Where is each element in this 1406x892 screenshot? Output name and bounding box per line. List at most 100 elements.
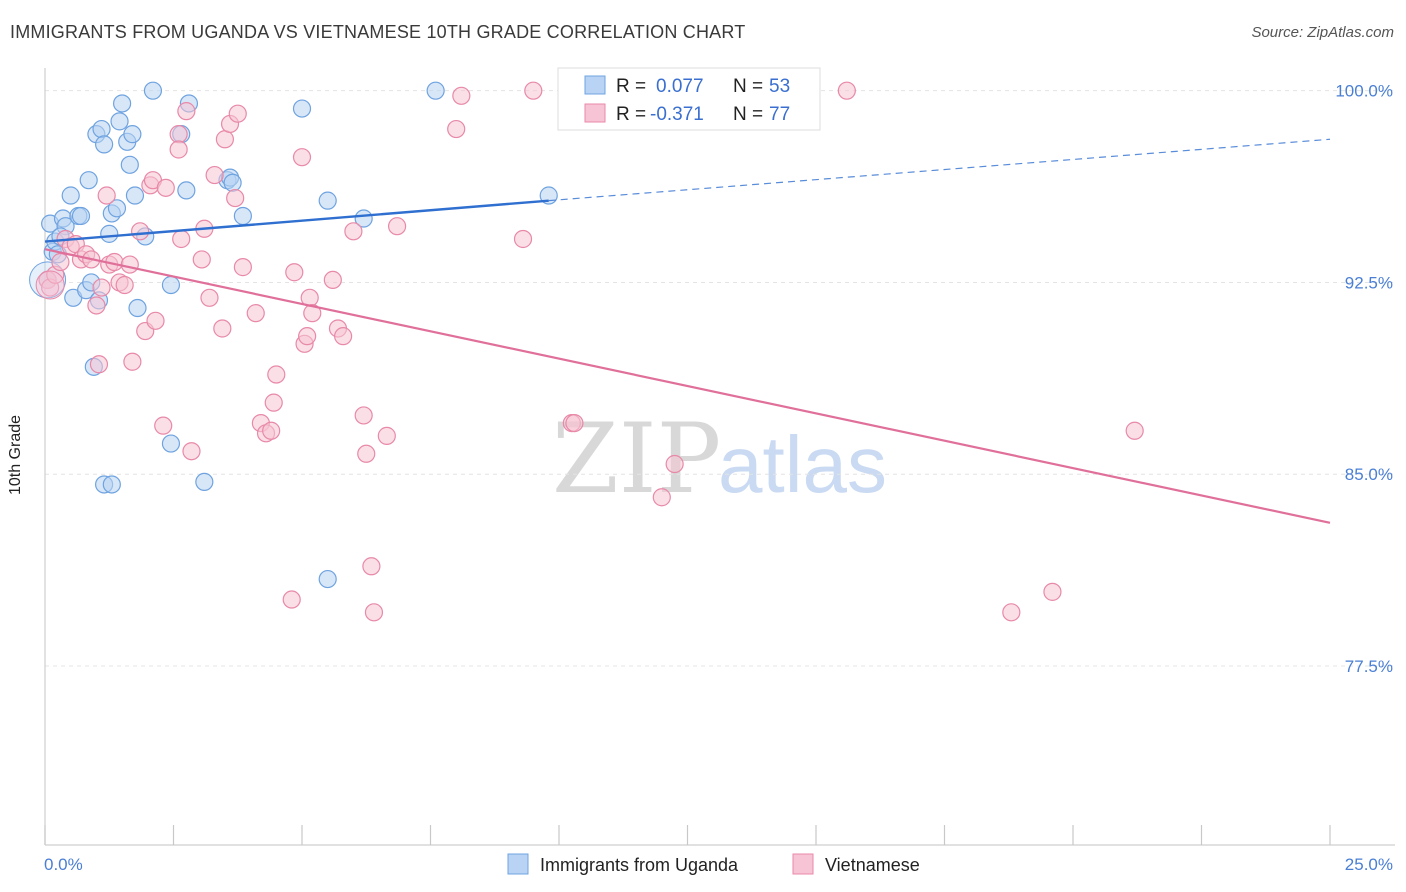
tick-labels: 77.5% 85.0% 92.5% 100.0% 0.0% 25.0% bbox=[44, 82, 1393, 874]
uganda-point-47 bbox=[426, 81, 445, 100]
vietnamese-point-59 bbox=[354, 406, 373, 425]
vietnamese-point-18 bbox=[120, 255, 139, 274]
vietnamese-point-31 bbox=[182, 442, 201, 461]
vietnamese-point-27 bbox=[169, 125, 188, 144]
vietnamese-point-40 bbox=[228, 104, 247, 123]
uganda-point-28 bbox=[123, 125, 142, 144]
vietnamese-point-72 bbox=[665, 454, 684, 474]
uganda-point-36 bbox=[177, 181, 196, 200]
x-tick-label-0: 0.0% bbox=[44, 855, 83, 874]
vietnamese-point-37 bbox=[215, 130, 234, 149]
uganda-point-32 bbox=[143, 81, 163, 100]
vietnamese-point-24 bbox=[146, 311, 165, 330]
watermark-atlas: atlas bbox=[718, 420, 887, 509]
vietnamese-point-45 bbox=[262, 421, 281, 440]
vietnamese-point-10 bbox=[87, 296, 106, 315]
vietnamese-point-68 bbox=[524, 81, 543, 100]
vietnamese-point-17 bbox=[115, 275, 134, 295]
vietnamese-point-11 bbox=[89, 355, 109, 374]
vietnamese-point-60 bbox=[357, 444, 376, 463]
uganda-point-41 bbox=[223, 173, 242, 192]
vietnamese-point-71 bbox=[652, 488, 671, 507]
vietnamese-point-67 bbox=[513, 229, 533, 249]
series-vietnamese-points bbox=[35, 81, 1144, 622]
vietnamese-point-55 bbox=[323, 270, 342, 290]
vietnamese-point-48 bbox=[282, 590, 301, 609]
legend-swatch-vietnamese bbox=[792, 853, 814, 875]
vietnamese-point-58 bbox=[344, 222, 363, 241]
uganda-point-44 bbox=[318, 191, 337, 210]
vietnamese-trend-line bbox=[44, 248, 1331, 524]
gridlines bbox=[45, 90, 1395, 667]
uganda-point-21 bbox=[100, 224, 119, 243]
vietnamese-point-19 bbox=[123, 352, 142, 371]
stats-legend: R = 0.077 N = 53 R = -0.371 N = 77 bbox=[557, 67, 821, 131]
uganda-point-42 bbox=[233, 206, 252, 226]
uganda-trend-line bbox=[44, 199, 549, 243]
y-tick-label-3: 100.0% bbox=[1335, 82, 1393, 101]
vietnamese-point-63 bbox=[377, 426, 396, 445]
vietnamese-point-29 bbox=[172, 229, 191, 249]
uganda-point-43 bbox=[292, 99, 312, 118]
vietnamese-point-20 bbox=[130, 222, 150, 241]
uganda-point-25 bbox=[112, 94, 132, 113]
stats-swatch-blue bbox=[584, 75, 606, 95]
vietnamese-point-42 bbox=[246, 304, 265, 323]
vietnamese-point-34 bbox=[200, 288, 219, 307]
y-tick-label-0: 77.5% bbox=[1345, 657, 1393, 676]
vietnamese-point-66 bbox=[452, 86, 471, 105]
uganda-point-20 bbox=[102, 475, 121, 494]
uganda-point-27 bbox=[120, 155, 139, 174]
vietnamese-cluster-point bbox=[35, 270, 65, 300]
uganda-point-23 bbox=[107, 199, 127, 218]
vietnamese-point-30 bbox=[177, 102, 196, 121]
vietnamese-point-28 bbox=[169, 140, 188, 159]
uganda-point-7 bbox=[61, 186, 80, 205]
vietnamese-point-26 bbox=[156, 178, 175, 197]
vietnamese-point-54 bbox=[303, 304, 322, 323]
stats-r-label-2: R = bbox=[616, 104, 646, 125]
vietnamese-point-35 bbox=[205, 165, 224, 185]
stats-r-value-1: 0.077 bbox=[656, 76, 704, 97]
uganda-point-30 bbox=[128, 298, 147, 318]
x-tick-label-1: 25.0% bbox=[1345, 855, 1393, 874]
vietnamese-point-52 bbox=[298, 327, 317, 346]
vietnamese-point-13 bbox=[97, 186, 116, 205]
uganda-point-45 bbox=[318, 569, 337, 589]
stats-r-value-2: -0.371 bbox=[650, 104, 704, 125]
vietnamese-point-70 bbox=[565, 413, 584, 433]
stats-n-label-1: N = bbox=[733, 76, 763, 97]
uganda-trend-extension bbox=[548, 138, 1331, 202]
vietnamese-point-61 bbox=[362, 557, 381, 576]
legend-label-uganda: Immigrants from Uganda bbox=[540, 855, 739, 875]
legend-swatch-uganda bbox=[507, 853, 529, 875]
uganda-point-12 bbox=[79, 171, 98, 190]
vietnamese-point-62 bbox=[364, 603, 384, 622]
vietnamese-point-39 bbox=[226, 188, 245, 208]
uganda-point-38 bbox=[195, 472, 214, 492]
stats-swatch-pink bbox=[584, 103, 606, 123]
chart-title: IMMIGRANTS FROM UGANDA VS VIETNAMESE 10T… bbox=[10, 22, 746, 42]
vietnamese-point-65 bbox=[447, 119, 466, 139]
vietnamese-point-25 bbox=[154, 416, 173, 435]
vietnamese-point-76 bbox=[1125, 421, 1144, 440]
uganda-point-33 bbox=[161, 275, 181, 295]
uganda-point-17 bbox=[92, 119, 111, 139]
stats-r-label-1: R = bbox=[616, 76, 646, 97]
vietnamese-point-47 bbox=[267, 365, 286, 384]
trend-lines bbox=[44, 138, 1331, 524]
y-tick-label-2: 92.5% bbox=[1345, 273, 1393, 292]
vietnamese-point-32 bbox=[192, 250, 211, 269]
uganda-point-10 bbox=[71, 206, 91, 226]
vietnamese-point-49 bbox=[285, 263, 304, 282]
vietnamese-point-12 bbox=[92, 278, 111, 297]
vietnamese-point-36 bbox=[213, 319, 232, 338]
stats-n-label-2: N = bbox=[733, 104, 763, 125]
uganda-point-18 bbox=[95, 135, 114, 154]
chart-source: Source: ZipAtlas.com bbox=[1251, 24, 1394, 41]
vietnamese-point-57 bbox=[334, 327, 353, 346]
vietnamese-point-41 bbox=[233, 258, 252, 277]
vietnamese-point-74 bbox=[1002, 603, 1021, 622]
uganda-point-29 bbox=[125, 186, 145, 205]
